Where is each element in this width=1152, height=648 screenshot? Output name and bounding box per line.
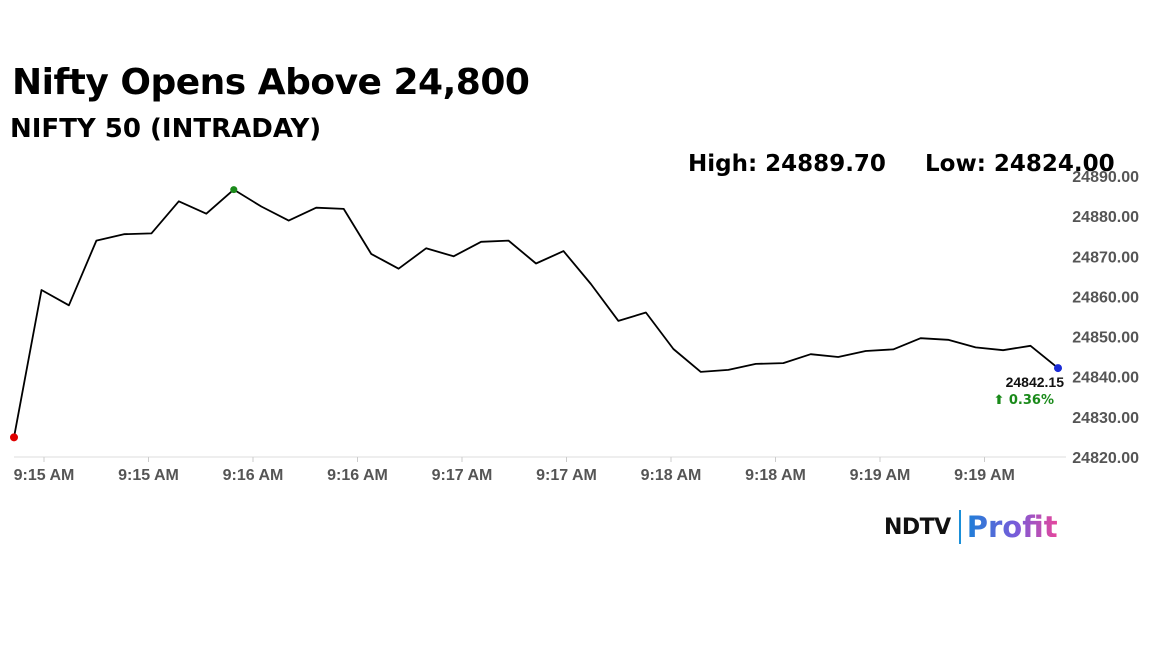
last-value-label: 24842.15 — [1006, 374, 1065, 390]
high-value: High: 24889.70 — [688, 151, 886, 177]
logo-separator — [958, 510, 961, 544]
x-tick-label: 9:18 AM — [745, 467, 806, 484]
y-tick-label: 24820.00 — [1072, 450, 1139, 467]
x-tick-label: 9:17 AM — [536, 467, 597, 484]
x-tick-label: 9:17 AM — [432, 467, 493, 484]
y-tick-label: 24890.00 — [1072, 169, 1139, 186]
last-marker — [1054, 364, 1062, 373]
x-tick-label: 9:19 AM — [850, 467, 911, 484]
high-marker — [230, 186, 238, 194]
x-tick-label: 9:18 AM — [641, 467, 702, 484]
start-marker — [10, 433, 18, 442]
page-title: Nifty Opens Above 24,800 — [12, 62, 530, 103]
x-tick-label: 9:16 AM — [223, 467, 284, 484]
y-tick-label: 24860.00 — [1072, 289, 1139, 306]
y-tick-label: 24880.00 — [1072, 209, 1139, 226]
y-tick-label: 24870.00 — [1072, 249, 1139, 266]
x-tick-label: 9:15 AM — [118, 467, 179, 484]
chart-subtitle: NIFTY 50 (INTRADAY) — [10, 114, 322, 144]
x-tick-label: 9:16 AM — [327, 467, 388, 484]
x-tick-label: 9:15 AM — [14, 467, 75, 484]
logo-ndtv-text: NDTV — [884, 514, 951, 540]
y-tick-label: 24830.00 — [1072, 410, 1139, 427]
y-tick-label: 24850.00 — [1072, 330, 1139, 347]
low-value: Low: 24824.00 — [925, 151, 1115, 177]
x-tick-label: 9:19 AM — [954, 467, 1015, 484]
y-tick-label: 24840.00 — [1072, 370, 1139, 387]
change-label: ⬆ 0.36% — [993, 393, 1054, 408]
ndtv-profit-logo: NDTV Profit — [884, 510, 1058, 544]
logo-profit-text: Profit — [966, 510, 1058, 544]
series-line — [13, 188, 1059, 438]
